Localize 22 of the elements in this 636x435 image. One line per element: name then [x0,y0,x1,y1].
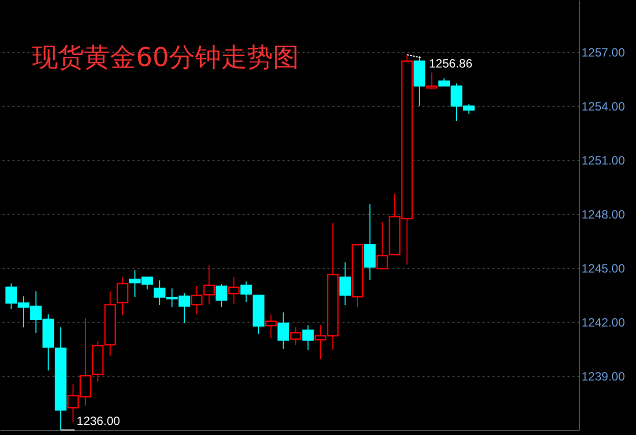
candlestick [290,326,302,346]
candlestick [376,222,388,270]
annotation: 1256.86 [429,56,473,71]
candlestick [116,277,128,316]
y-tick-label: 1239.00 [582,370,626,384]
text: 现货黄金60分钟走势图 [32,43,300,73]
candlestick [265,314,277,339]
y-tick-label: 1251.00 [582,154,626,168]
y-tick-label: 1242.00 [582,316,626,330]
candlestick [302,324,314,351]
candlestick [216,284,228,308]
y-tick-label: 1254.00 [582,100,626,114]
y-tick-label: 1257.00 [582,46,626,60]
candlestick [228,276,240,305]
candlestick [339,262,351,306]
candlestick [364,204,376,280]
annotation: 1236.00 [76,414,120,428]
y-tick-label: 1248.00 [582,208,626,222]
candlestick [240,280,252,303]
candlestick [278,312,290,350]
candlestick [426,72,438,90]
y-tick-label: 1245.00 [582,262,626,276]
